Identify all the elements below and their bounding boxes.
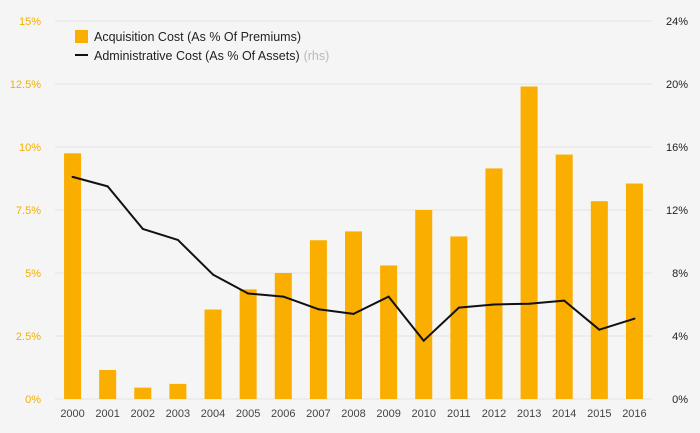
bar-2006 [274,273,292,399]
bar-series [64,86,643,400]
x-tick-label: 2009 [376,408,400,420]
line-point-2000 [71,175,74,178]
line-point-2003 [176,238,179,241]
line-point-2004 [212,273,215,276]
legend-swatch-bar [75,30,88,43]
x-tick-label: 2000 [60,408,84,420]
y-left-tick-label: 2.5% [16,331,41,343]
line-point-2007 [317,308,320,311]
x-tick-label: 2016 [622,408,646,420]
bar-2013 [520,86,538,400]
y-left-tick-label: 0% [25,394,41,406]
x-tick-label: 2002 [131,408,155,420]
x-tick-label: 2013 [517,408,541,420]
y-right-tick-label: 12% [666,205,688,217]
line-series [71,175,636,342]
line-point-2016 [633,317,636,320]
x-tick-label: 2004 [201,408,225,420]
bar-2015 [590,201,608,399]
x-axis: 2000 2001 2002 2003 2004 2005 2006 2007 2008 2009… [60,408,646,420]
bar-2005 [239,289,257,399]
line-point-2009 [387,295,390,298]
legend-label-line-name: Administrative Cost (As % Of Assets) [94,49,300,63]
x-tick-label: 2006 [271,408,295,420]
bar-2002 [134,387,152,399]
y-right-tick-label: 4% [672,331,688,343]
bar-2007 [309,240,327,399]
x-tick-label: 2005 [236,408,260,420]
bar-2014 [555,154,573,399]
line-point-2015 [598,328,601,331]
y-left-tick-label: 15% [19,16,41,28]
line-point-2010 [422,339,425,342]
line-point-2002 [141,227,144,230]
x-tick-label: 2003 [166,408,190,420]
line-point-2006 [282,295,285,298]
bar-2003 [169,383,187,399]
y-left-tick-label: 10% [19,142,41,154]
line-point-2011 [457,306,460,309]
legend-note-rhs: (rhs) [304,49,330,63]
x-tick-label: 2010 [411,408,435,420]
line-point-2005 [247,292,250,295]
legend: Acquisition Cost (As % Of Premiums) Admi… [75,30,329,63]
line-point-2001 [106,185,109,188]
legend-label-bar: Acquisition Cost (As % Of Premiums) [94,30,301,44]
y-left-tick-label: 12.5% [10,79,41,91]
y-axis-right: 0% 4% 8% 12% 16% 20% 24% [666,16,688,406]
bar-2004 [204,309,222,399]
x-tick-label: 2008 [341,408,365,420]
bar-2011 [450,236,468,399]
y-left-tick-label: 7.5% [16,205,41,217]
x-tick-label: 2011 [447,408,471,420]
x-tick-label: 2014 [552,408,576,420]
y-right-tick-label: 8% [672,268,688,280]
legend-label-line: Administrative Cost (As % Of Assets) (rhs… [94,49,329,63]
bar-2000 [64,153,82,399]
x-tick-label: 2001 [95,408,119,420]
bar-2009 [380,265,398,399]
y-right-tick-label: 16% [666,142,688,154]
x-tick-label: 2012 [482,408,506,420]
line-point-2008 [352,312,355,315]
y-left-tick-label: 5% [25,268,41,280]
line-point-2012 [492,303,495,306]
bar-2010 [415,210,433,399]
x-tick-label: 2007 [306,408,330,420]
line-point-2014 [563,299,566,302]
y-axis-left: 0% 2.5% 5% 7.5% 10% 12.5% 15% [10,16,41,406]
bar-2016 [625,183,643,399]
bar-2001 [99,370,117,399]
bar-2008 [345,231,362,399]
line-point-2013 [528,302,531,305]
y-right-tick-label: 0% [672,394,688,406]
y-right-tick-label: 24% [666,16,688,28]
x-tick-label: 2015 [587,408,611,420]
y-right-tick-label: 20% [666,79,688,91]
bar-2012 [485,168,503,399]
